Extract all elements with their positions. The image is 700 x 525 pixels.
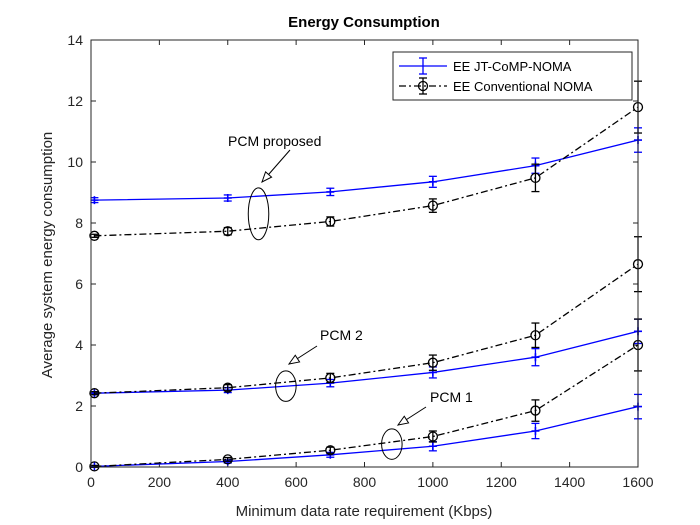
x-tick-label-0: 0 [87,474,95,490]
y-tick-label-2: 4 [75,337,83,353]
annotation-label-2: PCM 1 [430,389,473,405]
x-axis-title: Minimum data rate requirement (Kbps) [236,503,493,520]
point-5-4 [530,405,541,416]
legend-label-1: EE Conventional NOMA [453,79,593,94]
series-line-3 [94,263,639,394]
point-4-3 [428,442,437,451]
point-3-0 [89,388,100,399]
point-1-3 [427,200,439,211]
x-tick-label-4: 800 [353,474,377,490]
point-3-1 [222,382,233,393]
annotation-arrowhead-2 [396,415,410,426]
annotation-ellipse-1 [275,370,297,402]
point-1-2 [325,216,336,227]
point-5-1 [222,454,233,465]
point-0-3 [428,177,437,186]
y-tick-label-0: 0 [75,459,83,475]
point-1-4 [530,172,541,184]
x-tick-label-7: 1400 [554,474,585,490]
point-2-4 [531,353,540,362]
point-5-3 [427,431,439,442]
x-tick-label-2: 400 [216,474,240,490]
plot-area [91,40,638,467]
annotation-ellipse-2 [381,428,403,460]
x-tick-label-3: 600 [284,474,308,490]
chart-title: Energy Consumption [288,14,440,31]
y-tick-label-1: 2 [75,398,83,414]
point-5-2 [325,445,336,456]
y-tick-label-5: 10 [67,154,83,170]
legend-box [392,51,633,101]
annotation-0: PCM proposed [228,133,321,241]
y-tick-label-6: 12 [67,93,83,109]
x-tick-label-5: 1000 [417,474,448,490]
series-line-2 [94,330,639,394]
annotation-label-0: PCM proposed [228,133,321,149]
series-line-0 [94,139,639,201]
point-5-0 [89,461,100,472]
annotation-arrowhead-1 [287,354,301,365]
annotation-1: PCM 2 [275,327,363,402]
legend: EE JT-CoMP-NOMA EE Conventional NOMA [392,51,633,101]
series-3-conventional-noma [89,236,644,399]
annotation-ellipse-0 [247,187,270,241]
point-3-4 [530,330,541,341]
series-line-1 [94,106,639,237]
y-tick-label-4: 8 [75,215,83,231]
plot-layer: 0 200 400 600 800 1000 1200 1400 1600 0 2 4 6 8 10 12 14… [67,32,653,490]
x-tick-label-6: 1200 [486,474,517,490]
annotation-label-1: PCM 2 [320,327,363,343]
y-tick-label-3: 6 [75,276,83,292]
point-3-3 [427,357,439,368]
point-3-2 [325,372,336,384]
point-4-4 [531,427,540,436]
series-line-4 [94,405,639,468]
point-1-1 [222,226,233,237]
axes-box [90,39,639,468]
x-tick-label-8: 1600 [622,474,653,490]
point-0-0 [90,196,99,205]
legend-marker-1 [417,80,429,92]
y-axis-title: Average system energy consumption [39,132,56,379]
point-0-2 [326,187,335,196]
y-tick-label-7: 14 [67,32,83,48]
point-1-0 [89,230,100,241]
legend-label-0: EE JT-CoMP-NOMA [453,59,572,74]
point-0-1 [223,193,232,202]
annotation-arrowhead-0 [261,170,273,184]
x-tick-label-1: 200 [148,474,172,490]
annotation-2: PCM 1 [381,389,473,460]
